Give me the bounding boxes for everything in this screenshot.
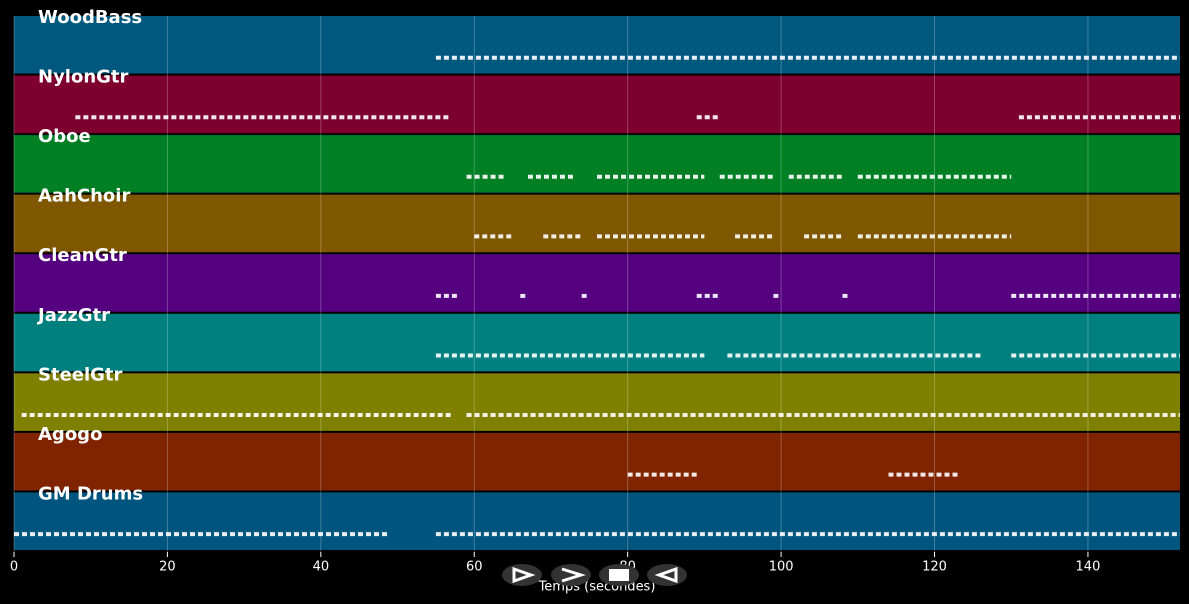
x-tick-label: 100 — [769, 560, 794, 575]
track-band — [14, 254, 1180, 312]
tracks — [14, 16, 1180, 550]
forward-button[interactable] — [551, 564, 591, 586]
x-tick-label: 120 — [922, 560, 947, 575]
track-name: AahChoir — [38, 186, 130, 207]
track-name: JazzGtr — [36, 305, 110, 326]
notes — [14, 55, 1180, 537]
track-band — [14, 432, 1180, 491]
track-band — [14, 135, 1180, 193]
track-name: SteelGtr — [38, 364, 123, 385]
playback-controls — [502, 564, 687, 586]
track-name: NylonGtr — [38, 67, 129, 88]
stop-button[interactable] — [599, 564, 639, 586]
track-name: WoodBass — [38, 7, 142, 28]
rewind-button[interactable] — [647, 564, 687, 586]
x-tick-label: 0 — [10, 560, 18, 575]
track-band — [14, 313, 1180, 372]
track-name: GM Drums — [38, 483, 143, 504]
x-tick-label: 40 — [313, 560, 330, 575]
track-band — [14, 16, 1180, 74]
play-button[interactable] — [502, 564, 542, 586]
x-tick-label: 60 — [466, 560, 483, 575]
grid — [13, 16, 1089, 552]
track-name: CleanGtr — [38, 245, 127, 266]
track-band — [14, 194, 1180, 253]
track-name: Agogo — [38, 424, 102, 445]
track-band — [14, 492, 1180, 550]
labels: WoodBass NylonGtr Oboe AahChoir CleanGtr Jazz… — [10, 7, 1101, 575]
track-band — [14, 75, 1180, 134]
track-band — [14, 373, 1180, 431]
x-tick-label: 20 — [159, 560, 176, 575]
track-name: Oboe — [38, 126, 91, 147]
x-tick-label: 140 — [1076, 560, 1101, 575]
